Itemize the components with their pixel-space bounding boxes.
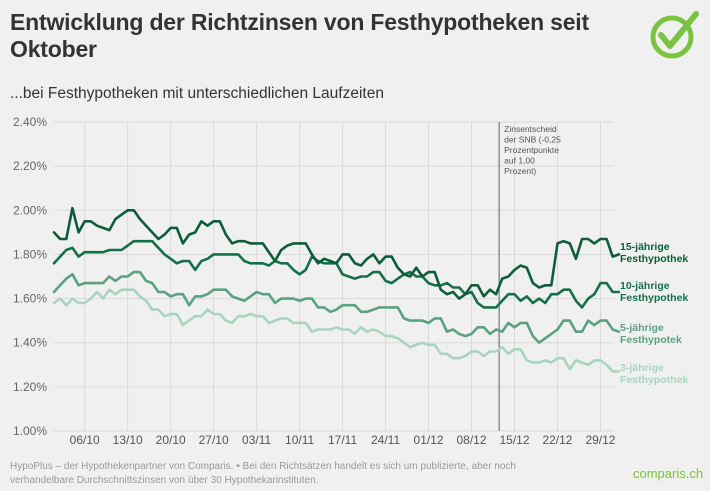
brand-logo: comparis.ch — [633, 466, 704, 481]
y-tick-label: 2.00% — [13, 203, 47, 217]
annotation-text: Prozent) — [504, 166, 536, 176]
annotation-text: der SNB (-0,25 — [504, 135, 561, 145]
series-label: Festhypothek — [620, 374, 688, 386]
x-tick-label: 10/11 — [285, 433, 314, 447]
y-tick-label: 1.20% — [13, 380, 47, 394]
series-label: 10-jährige — [620, 280, 670, 292]
y-tick-label: 1.40% — [13, 336, 47, 350]
y-tick-label: 2.20% — [13, 159, 47, 173]
series-line — [52, 239, 621, 309]
series-label: Festhypothek — [620, 253, 688, 265]
y-tick-label: 1.80% — [13, 247, 47, 261]
series-label: Festhypothek — [620, 292, 688, 304]
annotation-text: auf 1,00 — [504, 156, 535, 166]
x-tick-label: 06/10 — [70, 433, 100, 447]
x-tick-label: 13/10 — [113, 433, 143, 447]
x-tick-label: 27/10 — [199, 433, 229, 447]
x-tick-label: 24/11 — [371, 433, 400, 447]
chart-subtitle: ...bei Festhypotheken mit unterschiedlic… — [10, 85, 384, 102]
x-tick-label: 22/12 — [542, 433, 572, 447]
x-tick-label: 15/12 — [499, 433, 529, 447]
y-tick-label: 1.00% — [13, 424, 47, 438]
series-label: 5-jährige — [620, 322, 664, 334]
series-line — [52, 206, 621, 300]
y-tick-label: 2.40% — [13, 115, 47, 129]
check-circle-icon — [650, 11, 699, 59]
chart-title: Entwicklung der Richtzinsen von Festhypo… — [10, 9, 589, 62]
x-tick-label: 01/12 — [414, 433, 444, 447]
annotation-text: Prozentpunkte — [504, 145, 559, 155]
x-tick-label: 08/12 — [457, 433, 487, 447]
series-line — [52, 288, 621, 373]
x-tick-label: 29/12 — [585, 433, 615, 447]
footer-note: HypoPlus – der Hypothekenpartner von Com… — [10, 461, 516, 486]
x-tick-label: 20/10 — [156, 433, 186, 447]
series-line — [52, 270, 621, 345]
x-tick-label: 17/11 — [328, 433, 357, 447]
series-label: 15-jährige — [620, 241, 670, 253]
series-label: Festhypotek — [620, 334, 682, 346]
x-tick-label: 03/11 — [242, 433, 271, 447]
annotation-text: Zinsentscheid — [504, 124, 557, 134]
series-label: 3-jährige — [620, 362, 664, 374]
y-tick-label: 1.60% — [13, 292, 47, 306]
